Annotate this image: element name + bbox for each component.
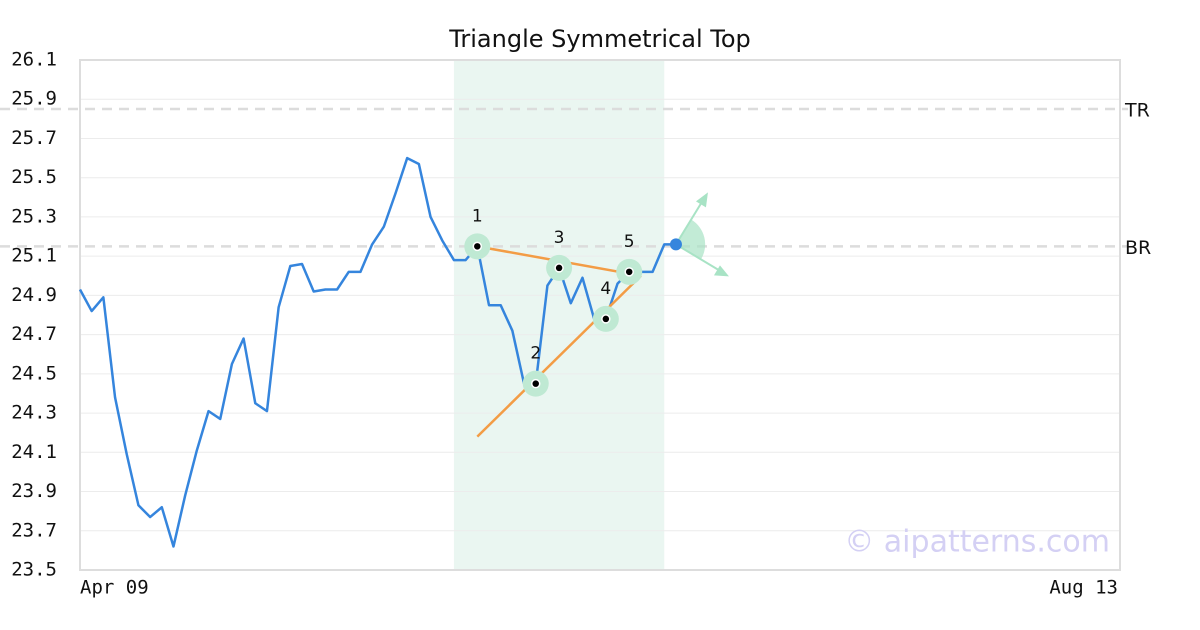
y-tick-label: 24.9	[11, 284, 57, 306]
trend-line	[476, 274, 642, 438]
x-tick-label: Apr 09	[80, 577, 149, 599]
last-point	[669, 238, 682, 251]
pattern-point	[530, 378, 541, 389]
pattern-label: 3	[554, 228, 565, 248]
y-tick-label: 25.9	[11, 88, 57, 110]
y-tick-label: 24.7	[11, 323, 57, 345]
y-tick-label: 23.9	[11, 480, 57, 502]
pattern-point	[554, 263, 564, 273]
arrow-up-head	[695, 192, 708, 208]
y-tick-label: 24.5	[11, 362, 57, 384]
y-tick-label: 26.1	[11, 49, 57, 71]
pattern-label: 2	[530, 344, 541, 364]
level-label: TR	[1124, 100, 1150, 122]
level-label: BR	[1125, 237, 1151, 259]
y-tick-label: 25.7	[11, 127, 57, 149]
arrow-down-head	[713, 265, 729, 277]
pattern-label: 4	[600, 279, 611, 299]
y-tick-label: 23.5	[11, 559, 57, 581]
series-line	[78, 156, 676, 548]
x-tick-label: Aug 13	[1049, 577, 1118, 599]
y-tick-label: 25.3	[11, 205, 57, 227]
pattern-label: 1	[472, 206, 483, 226]
y-tick-label: 24.3	[11, 402, 57, 424]
plot-frame	[79, 59, 1121, 571]
pattern-region	[453, 60, 665, 570]
breakout-wedge	[675, 219, 706, 260]
pattern-label: 5	[624, 232, 635, 252]
pattern-point	[601, 314, 611, 324]
y-tick-label: 24.1	[11, 441, 57, 463]
pattern-point	[472, 241, 483, 252]
y-tick-label: 25.5	[11, 166, 57, 188]
y-tick-label: 23.7	[11, 519, 57, 541]
pattern-point	[624, 267, 634, 277]
watermark: © aipatterns.com	[844, 525, 1110, 560]
chart-title: Triangle Symmetrical Top	[448, 25, 751, 53]
y-tick-label: 25.1	[11, 245, 57, 267]
